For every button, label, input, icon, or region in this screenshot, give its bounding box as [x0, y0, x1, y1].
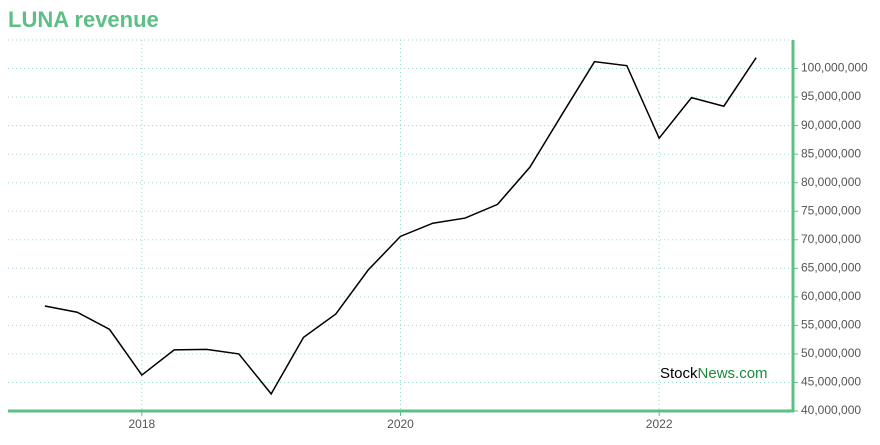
- x-tick-label: 2022: [646, 417, 673, 431]
- y-tick-label: 100,000,000: [801, 61, 868, 75]
- y-tick-label: 80,000,000: [801, 175, 861, 189]
- y-tick-label: 70,000,000: [801, 232, 861, 246]
- watermark-part: Stock: [660, 365, 698, 382]
- y-tick-label: 45,000,000: [801, 375, 861, 389]
- y-tick-label: 55,000,000: [801, 318, 861, 332]
- x-tick-label: 2020: [387, 417, 414, 431]
- watermark-part: News.com: [698, 365, 768, 382]
- x-tick-label: 2018: [128, 417, 155, 431]
- chart-title: LUNA revenue: [8, 7, 159, 32]
- y-tick-label: 90,000,000: [801, 118, 861, 132]
- y-tick-label: 95,000,000: [801, 89, 861, 103]
- y-tick-label: 65,000,000: [801, 260, 861, 274]
- y-tick-label: 40,000,000: [801, 403, 861, 417]
- line: [44, 57, 757, 396]
- y-tick-label: 50,000,000: [801, 346, 861, 360]
- y-tick-label: 60,000,000: [801, 289, 861, 303]
- y-tick-label: 85,000,000: [801, 146, 861, 160]
- y-tick-label: 75,000,000: [801, 203, 861, 217]
- watermark: StockNews.com: [660, 365, 768, 382]
